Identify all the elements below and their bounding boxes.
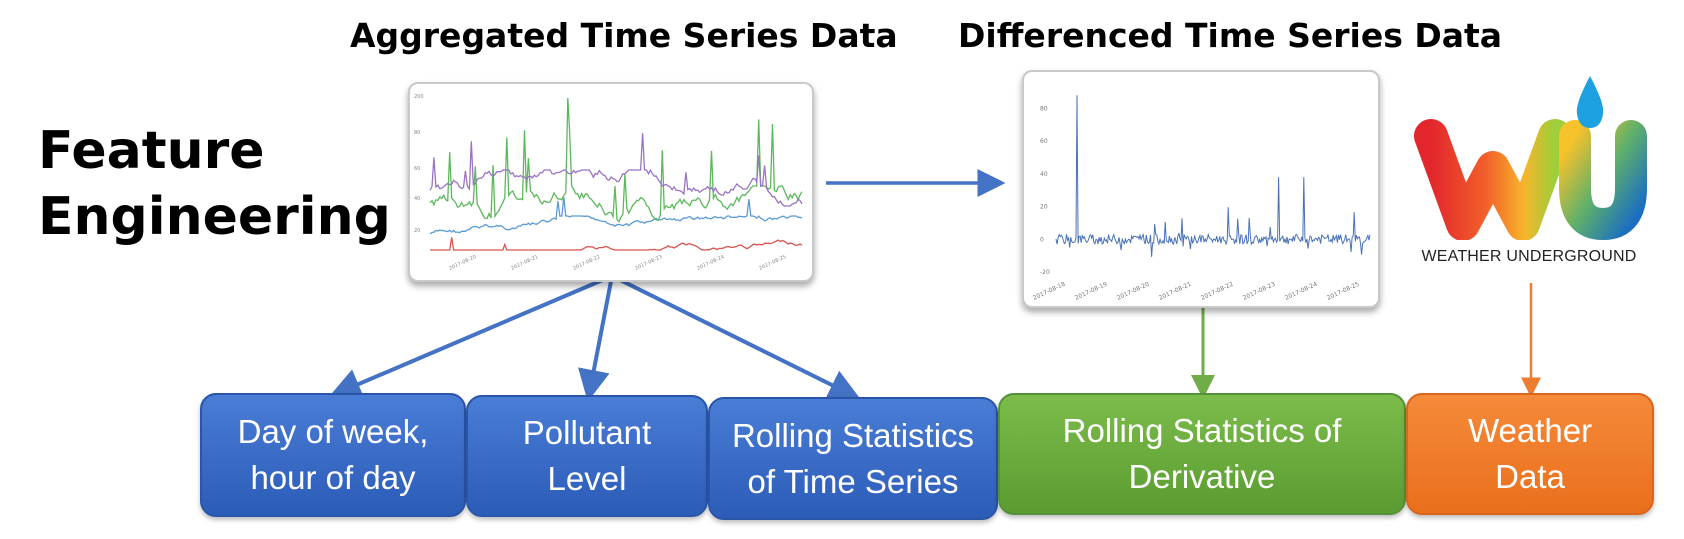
diff-x-tick: 2017-08-22 [1200,281,1235,302]
box-rolling-ts-line1: Rolling Statistics [731,416,975,454]
agg-series-line [430,237,803,251]
agg-x-tick: 2017-08-22 [572,254,601,272]
diff-x-tick: 2017-08-18 [1032,281,1067,302]
agg-x-tick: 2017-08-25 [758,254,787,272]
diff-y-tick: 0 [1040,236,1044,243]
agg-x-tick: 2017-08-20 [448,254,477,272]
differenced-heading: Differenced Time Series Data [958,16,1503,55]
agg-y-tick: 60 [414,166,420,172]
box-weather-line2: Data [1495,458,1565,495]
agg-series-line [429,197,803,235]
differenced-chart: 80 60 40 20 0 -20 2017-08-18 2017-08-19 2017-08-… [1022,70,1380,308]
agg-y-tick: 200 [414,94,424,100]
diff-series-line [1055,95,1371,257]
arrow-to-rolling-ts [611,274,861,400]
box-rolling-deriv-line1: Rolling Statistics of [1062,412,1342,449]
agg-y-tick: 40 [414,196,420,202]
box-day-line2: hour of day [250,459,416,496]
weather-underground-logo: WEATHER UNDERGROUND [1405,70,1653,270]
aggregated-chart-svg: 200 80 60 40 20 2017-08-20 2017-08-21 2017-08-2… [414,94,803,272]
agg-x-tick: 2017-08-21 [510,254,539,272]
diff-y-tick: 40 [1040,171,1048,178]
box-rolling-deriv-line2: Derivative [1128,458,1276,495]
wu-logo-icon [1414,76,1647,241]
arrow-to-day-of-week [328,274,613,399]
diff-y-tick: -20 [1040,269,1050,276]
diff-x-tick: 2017-08-24 [1284,281,1319,302]
title-line-1: Feature [38,121,265,181]
aggregated-chart: 200 80 60 40 20 2017-08-20 2017-08-21 2017-08-2… [408,82,814,282]
aggregated-heading: Aggregated Time Series Data [350,16,898,55]
agg-series-line [429,133,803,207]
box-pollutant-level: Pollutant Level [466,395,708,517]
title-line-2: Engineering [38,187,391,247]
diff-y-tick: 60 [1040,138,1048,145]
diff-y-tick: 20 [1040,204,1048,211]
diff-x-tick: 2017-08-21 [1158,281,1193,302]
agg-y-tick: 80 [414,130,420,136]
diff-x-tick: 2017-08-20 [1116,281,1151,302]
box-day-line1: Day of week, [237,413,429,450]
diff-x-tick: 2017-08-23 [1242,281,1277,302]
differenced-chart-svg: 80 60 40 20 0 -20 2017-08-18 2017-08-19 2017-08-… [1032,95,1371,302]
diff-y-tick: 80 [1040,105,1048,112]
diff-x-tick: 2017-08-25 [1326,281,1361,302]
box-pollutant-line1: Pollutant [522,414,652,451]
arrow-to-pollutant [578,275,614,402]
box-pollutant-line2: Level [547,460,627,497]
agg-series-line [429,97,803,223]
box-rolling-ts-line2: of Time Series [747,462,959,500]
diff-x-tick: 2017-08-19 [1074,281,1109,302]
agg-x-tick: 2017-08-23 [634,254,663,272]
agg-x-tick: 2017-08-24 [696,254,725,272]
box-rolling-statistics-ts: Rolling Statistics of Time Series [708,397,998,520]
box-weather-line1: Weather [1467,412,1593,449]
box-weather-data: Weather Data [1406,393,1654,515]
box-day-of-week: Day of week, hour of day [200,393,466,517]
agg-y-tick: 20 [414,228,420,234]
box-rolling-statistics-derivative: Rolling Statistics of Derivative [998,393,1406,515]
wu-logo-text: WEATHER UNDERGROUND [1421,248,1637,265]
feature-engineering-title: Feature Engineering [38,118,391,250]
